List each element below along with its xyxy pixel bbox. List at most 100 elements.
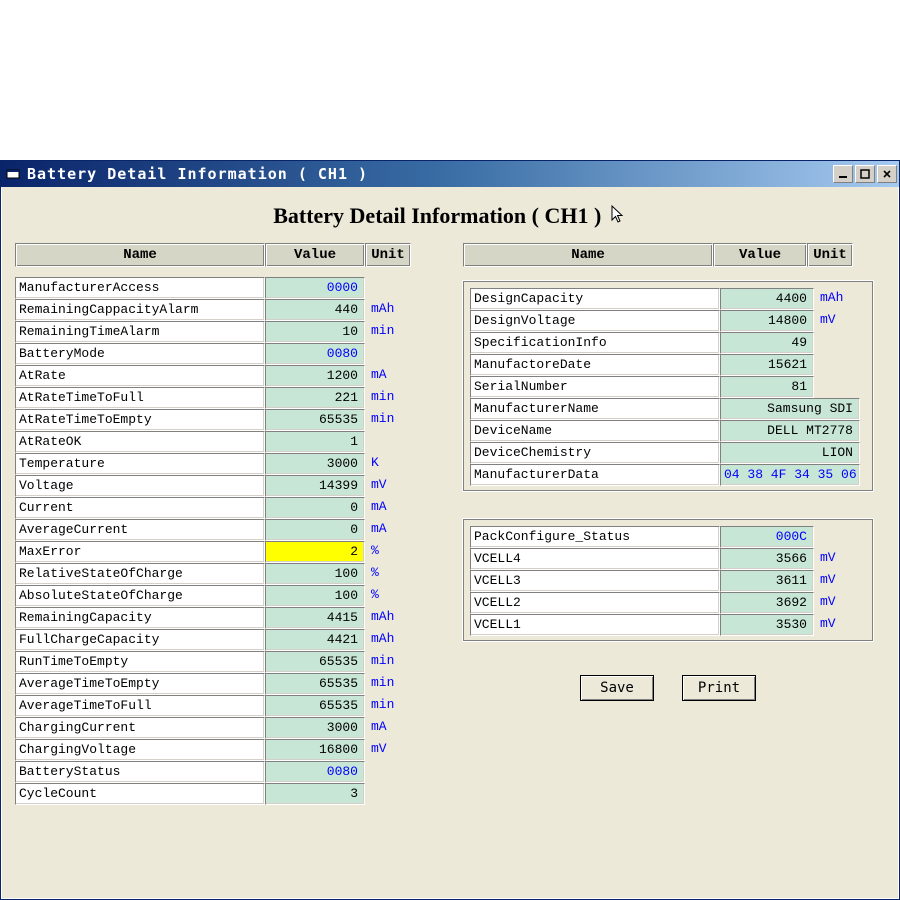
table-row: BatteryStatus0080 bbox=[15, 761, 435, 783]
field-unit: mV bbox=[365, 475, 411, 497]
col-header-unit: Unit bbox=[807, 243, 853, 267]
field-name: Voltage bbox=[15, 475, 265, 497]
field-value: 14800 bbox=[720, 310, 814, 332]
field-name: AbsoluteStateOfCharge bbox=[15, 585, 265, 607]
field-name: ManufacturerData bbox=[470, 464, 720, 486]
table-row: DesignVoltage14800mV bbox=[470, 310, 866, 332]
field-unit: min bbox=[365, 409, 411, 431]
field-value: 100 bbox=[265, 585, 365, 607]
field-unit: mV bbox=[814, 310, 860, 332]
field-value: 3692 bbox=[720, 592, 814, 614]
table-row: ManufacturerAccess0000 bbox=[15, 277, 435, 299]
minimize-button[interactable] bbox=[833, 165, 853, 183]
table-row: RemainingTimeAlarm10min bbox=[15, 321, 435, 343]
field-value: 4421 bbox=[265, 629, 365, 651]
field-unit: mV bbox=[814, 614, 860, 636]
print-button[interactable]: Print bbox=[682, 675, 756, 701]
field-value: 14399 bbox=[265, 475, 365, 497]
table-row: AverageTimeToEmpty65535min bbox=[15, 673, 435, 695]
field-name: ManufacturerName bbox=[470, 398, 720, 420]
field-name: VCELL4 bbox=[470, 548, 720, 570]
table-row: AtRateTimeToEmpty65535min bbox=[15, 409, 435, 431]
field-unit: mAh bbox=[365, 299, 411, 321]
field-name: ChargingVoltage bbox=[15, 739, 265, 761]
table-row: RelativeStateOfCharge100% bbox=[15, 563, 435, 585]
field-name: DeviceChemistry bbox=[470, 442, 720, 464]
table-row: VCELL43566mV bbox=[470, 548, 866, 570]
field-name: AtRateTimeToEmpty bbox=[15, 409, 265, 431]
field-name: ManufactoreDate bbox=[470, 354, 720, 376]
field-unit bbox=[814, 354, 860, 376]
field-value: 49 bbox=[720, 332, 814, 354]
table-row: VCELL33611mV bbox=[470, 570, 866, 592]
table-row: VCELL23692mV bbox=[470, 592, 866, 614]
field-name: PackConfigure_Status bbox=[470, 526, 720, 548]
field-name: ChargingCurrent bbox=[15, 717, 265, 739]
right-top-body: DesignCapacity4400mAhDesignVoltage14800m… bbox=[470, 288, 866, 486]
table-row: AverageCurrent0mA bbox=[15, 519, 435, 541]
table-row: Current0mA bbox=[15, 497, 435, 519]
table-row: Temperature3000K bbox=[15, 453, 435, 475]
field-value: 65535 bbox=[265, 695, 365, 717]
field-unit: mV bbox=[814, 548, 860, 570]
right-column: Name Value Unit DesignCapacity4400mAhDes… bbox=[463, 243, 873, 701]
field-unit: % bbox=[365, 563, 411, 585]
field-unit bbox=[814, 376, 860, 398]
left-header: Name Value Unit bbox=[15, 243, 435, 267]
right-top-group: DesignCapacity4400mAhDesignVoltage14800m… bbox=[463, 281, 873, 491]
field-name: AtRateTimeToFull bbox=[15, 387, 265, 409]
field-value: 10 bbox=[265, 321, 365, 343]
close-button[interactable] bbox=[877, 165, 897, 183]
field-value: 221 bbox=[265, 387, 365, 409]
table-row: RunTimeToEmpty65535min bbox=[15, 651, 435, 673]
maximize-button[interactable] bbox=[855, 165, 875, 183]
field-unit: min bbox=[365, 673, 411, 695]
right-bottom-body: PackConfigure_Status000CVCELL43566mVVCEL… bbox=[470, 526, 866, 636]
field-name: Temperature bbox=[15, 453, 265, 475]
field-name: DeviceName bbox=[470, 420, 720, 442]
columns: Name Value Unit ManufacturerAccess0000Re… bbox=[15, 243, 885, 805]
field-name: RemainingTimeAlarm bbox=[15, 321, 265, 343]
page-title: Battery Detail Information ( CH1 ) bbox=[15, 203, 885, 229]
field-name: AverageCurrent bbox=[15, 519, 265, 541]
field-value: 3000 bbox=[265, 717, 365, 739]
field-name: BatteryStatus bbox=[15, 761, 265, 783]
field-unit: mA bbox=[365, 497, 411, 519]
field-unit bbox=[365, 761, 411, 783]
field-unit bbox=[365, 277, 411, 299]
field-value: 4415 bbox=[265, 607, 365, 629]
field-value: 440 bbox=[265, 299, 365, 321]
field-value: LION bbox=[720, 442, 860, 464]
table-row: MaxError2% bbox=[15, 541, 435, 563]
table-row: DeviceChemistryLION bbox=[470, 442, 866, 464]
field-name: AverageTimeToEmpty bbox=[15, 673, 265, 695]
field-name: SerialNumber bbox=[470, 376, 720, 398]
field-value: 3530 bbox=[720, 614, 814, 636]
field-value: 65535 bbox=[265, 651, 365, 673]
left-body: ManufacturerAccess0000RemainingCappacity… bbox=[15, 277, 435, 805]
field-unit: mAh bbox=[365, 607, 411, 629]
field-value: 0000 bbox=[265, 277, 365, 299]
field-value: 2 bbox=[265, 541, 365, 563]
field-name: RelativeStateOfCharge bbox=[15, 563, 265, 585]
save-button[interactable]: Save bbox=[580, 675, 654, 701]
field-value: 16800 bbox=[265, 739, 365, 761]
field-value: 0080 bbox=[265, 343, 365, 365]
field-unit: K bbox=[365, 453, 411, 475]
field-value: Samsung SDI bbox=[720, 398, 860, 420]
field-unit: min bbox=[365, 387, 411, 409]
field-value: 81 bbox=[720, 376, 814, 398]
table-row: ManufacturerNameSamsung SDI bbox=[470, 398, 866, 420]
field-name: VCELL1 bbox=[470, 614, 720, 636]
col-header-value: Value bbox=[265, 243, 365, 267]
field-value: 15621 bbox=[720, 354, 814, 376]
field-unit: min bbox=[365, 651, 411, 673]
field-unit: min bbox=[365, 321, 411, 343]
field-unit: % bbox=[365, 541, 411, 563]
field-value: 65535 bbox=[265, 673, 365, 695]
right-header: Name Value Unit bbox=[463, 243, 873, 267]
table-row: SpecificationInfo49 bbox=[470, 332, 866, 354]
field-name: AverageTimeToFull bbox=[15, 695, 265, 717]
field-unit: mAh bbox=[814, 288, 860, 310]
window-controls bbox=[833, 165, 897, 183]
